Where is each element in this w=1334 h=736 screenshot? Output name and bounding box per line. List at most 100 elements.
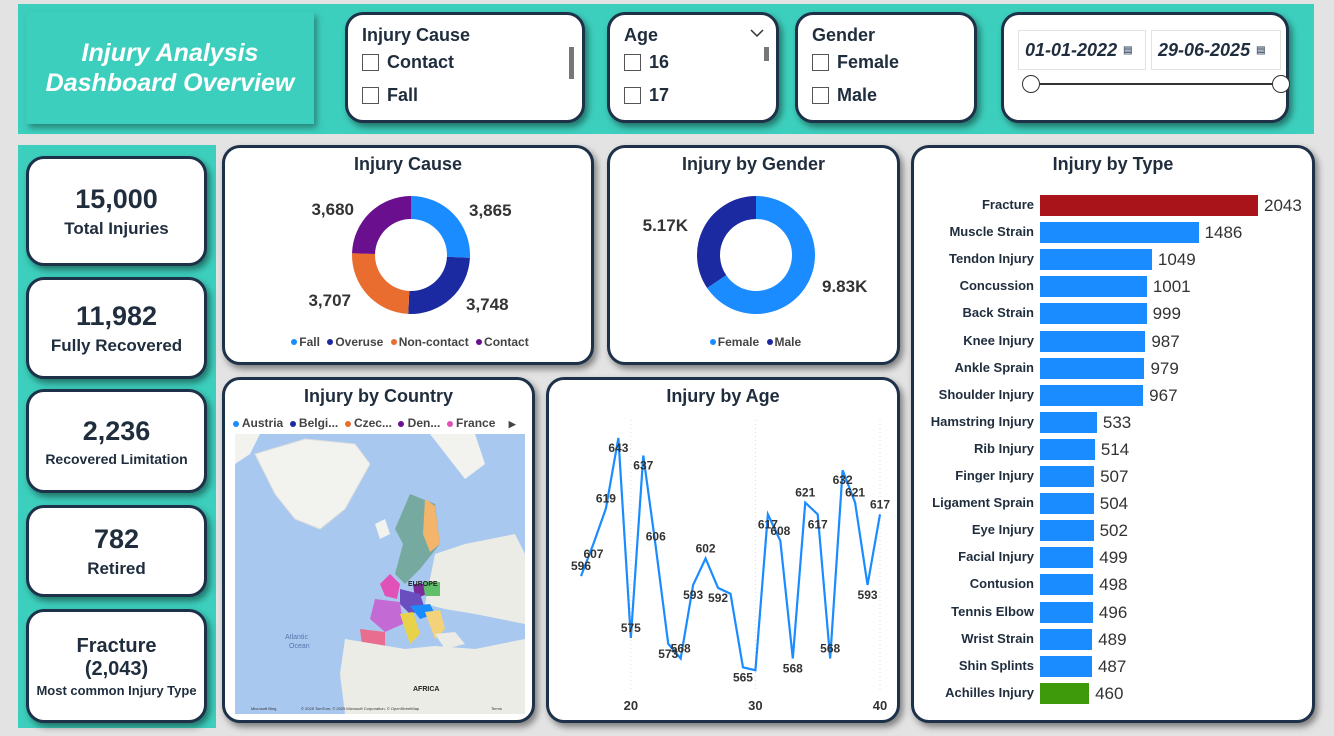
injury-type-bars[interactable]: Fracture 2043 Muscle Strain 1486 Tendon Inju… xyxy=(914,148,1312,720)
kpi-most-common-injury: Fracture (2,043) Most common Injury Type xyxy=(26,609,207,723)
legend-dot xyxy=(709,339,716,346)
checkbox[interactable] xyxy=(812,87,829,104)
donut-data-label: 9.83K xyxy=(822,277,868,296)
start-date-input[interactable]: 01-01-2022 ▤ xyxy=(1018,30,1146,70)
bar-shin-splints[interactable] xyxy=(1040,655,1092,677)
bar-knee-injury[interactable] xyxy=(1040,330,1146,352)
bar-contusion[interactable] xyxy=(1040,574,1094,596)
bar-rib-injury[interactable] xyxy=(1040,438,1095,460)
bar-tennis-elbow[interactable] xyxy=(1040,601,1093,623)
bar-category-label: Ankle Sprain xyxy=(954,359,1034,375)
bar-category-label: Back Strain xyxy=(962,305,1034,321)
slicer-option-fall[interactable]: Fall xyxy=(362,79,582,112)
bar-ligament-sprain[interactable] xyxy=(1040,493,1094,515)
bar-category-label: Finger Injury xyxy=(955,468,1034,483)
donut-slice-fall[interactable] xyxy=(411,196,470,258)
bar-value-label: 499 xyxy=(1099,548,1128,568)
point-label: 637 xyxy=(633,459,653,473)
slicer-option-male[interactable]: Male xyxy=(812,79,974,112)
legend-label: Non-contact xyxy=(398,335,469,349)
checkbox[interactable] xyxy=(624,54,641,71)
bar-value-label: 2043 xyxy=(1264,196,1302,215)
start-date-value: 01-01-2022 xyxy=(1025,39,1118,60)
bar-value-label: 460 xyxy=(1095,683,1124,703)
injury-cause-slicer[interactable]: Injury Cause Contact Fall xyxy=(345,12,585,123)
option-label: Male xyxy=(837,85,878,105)
injury-by-type-chart[interactable]: Injury by Type Fracture 2043 Muscle Strain… xyxy=(911,145,1315,723)
point-label: 617 xyxy=(758,517,778,531)
bar-category-label: Shin Splints xyxy=(958,657,1034,673)
chart-title: Injury by Country xyxy=(303,386,453,406)
donut-slice-contact[interactable] xyxy=(352,196,411,254)
bar-muscle-strain[interactable] xyxy=(1040,222,1199,244)
injury-by-age-chart[interactable]: Injury by Age 596 607 619 643 575 637 606 573 56… xyxy=(546,377,900,723)
donut-slice-overuse[interactable] xyxy=(408,256,470,314)
slicer-option-17[interactable]: 17 xyxy=(624,79,776,112)
slicer-option-female[interactable]: Female xyxy=(812,46,974,79)
option-label: Fall xyxy=(387,85,419,105)
slicer-scrollbar[interactable] xyxy=(569,47,574,79)
point-label: 602 xyxy=(696,541,716,555)
date-slider-start-handle[interactable] xyxy=(1022,75,1040,93)
age-slicer[interactable]: Age 16 17 xyxy=(607,12,779,123)
checkbox[interactable] xyxy=(812,54,829,71)
bar-concussion[interactable] xyxy=(1040,276,1147,298)
bar-ankle-sprain[interactable] xyxy=(1040,357,1145,379)
map-attribution: Microsoft Bing xyxy=(251,706,276,711)
age-series-line[interactable] xyxy=(579,437,882,672)
bar-eye-injury[interactable] xyxy=(1040,520,1094,542)
chart-title: Injury by Age xyxy=(666,386,780,406)
donut-slice-non-contact[interactable] xyxy=(352,253,410,314)
checkbox[interactable] xyxy=(362,54,379,71)
bar-shoulder-injury[interactable] xyxy=(1040,384,1144,406)
slicer-option-16[interactable]: 16 xyxy=(624,46,776,79)
injury-age-line-chart[interactable]: 5966076196435756376065735685936025925656… xyxy=(549,380,897,720)
bar-hamstring-injury[interactable] xyxy=(1040,411,1097,433)
legend-label: Overuse xyxy=(335,335,384,349)
bar-value-label: 496 xyxy=(1098,602,1128,622)
checkbox[interactable] xyxy=(362,87,379,104)
date-slider-end-handle[interactable] xyxy=(1272,75,1290,93)
chart-legend: Fall Overuse Non-contact Contact xyxy=(225,335,591,349)
africa-map-label: AFRICA xyxy=(413,686,439,693)
injury-by-gender-chart[interactable]: Injury by Gender 9.83K 5.17K Female Male xyxy=(607,145,900,365)
bar-category-label: Wrist Strain xyxy=(961,630,1034,646)
bar-value-label: 502 xyxy=(1099,521,1128,541)
point-label: 606 xyxy=(646,530,666,544)
bar-finger-injury[interactable] xyxy=(1040,466,1095,487)
checkbox[interactable] xyxy=(624,87,641,104)
bar-fracture[interactable] xyxy=(1040,195,1258,216)
bar-facial-injury[interactable] xyxy=(1040,547,1094,569)
chevron-down-icon[interactable] xyxy=(750,28,764,38)
slicer-scrollbar[interactable] xyxy=(764,47,769,61)
injury-by-country-chart[interactable]: Injury by Country Austria Belgi... Czec.… xyxy=(222,377,535,723)
legend-label: Male xyxy=(774,335,802,349)
bar-tendon-injury[interactable] xyxy=(1040,249,1152,271)
date-slider-track[interactable] xyxy=(1030,83,1282,85)
calendar-icon[interactable]: ▤ xyxy=(1123,44,1133,56)
date-range-slicer[interactable]: 01-01-2022 ▤ 29-06-2025 ▤ xyxy=(1001,12,1290,123)
donut-slice-male[interactable] xyxy=(697,196,756,289)
injury-cause-donut[interactable]: 3,865 3,748 3,707 3,680 xyxy=(225,148,591,362)
chart-title: Injury by Type xyxy=(1052,154,1174,174)
injury-gender-donut[interactable]: 9.83K 5.17K xyxy=(610,148,897,362)
point-label: 593 xyxy=(858,588,878,602)
bar-achilles-injury[interactable] xyxy=(1040,682,1090,704)
point-label: 596 xyxy=(571,559,591,573)
map-terms-link[interactable]: Terms xyxy=(491,706,502,711)
point-label: 617 xyxy=(808,517,828,531)
donut-slice-female[interactable] xyxy=(707,196,815,314)
legend-next-arrow-icon[interactable]: ▶ xyxy=(508,419,516,429)
gender-slicer[interactable]: Gender Female Male xyxy=(795,12,977,123)
bar-wrist-strain[interactable] xyxy=(1040,628,1093,650)
slicer-option-contact[interactable]: Contact xyxy=(362,46,582,79)
point-label: 621 xyxy=(795,486,815,500)
bar-category-label: Tennis Elbow xyxy=(951,603,1034,619)
bar-back-strain[interactable] xyxy=(1040,303,1147,325)
end-date-input[interactable]: 29-06-2025 ▤ xyxy=(1151,30,1281,70)
europe-map[interactable]: EUROPE AFRICA Atlantic Ocean Microsoft B… xyxy=(235,434,525,714)
calendar-icon[interactable]: ▤ xyxy=(1256,44,1266,56)
bar-value-label: 504 xyxy=(1099,494,1129,514)
kpi-retired: 782 Retired xyxy=(26,505,207,597)
injury-cause-chart[interactable]: Injury Cause 3,865 3,748 3,707 3,680 Fall O… xyxy=(222,145,594,365)
